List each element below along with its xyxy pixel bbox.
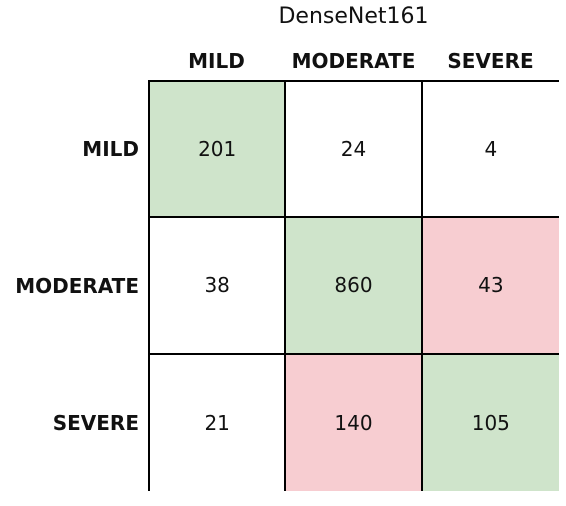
matrix-cell-severe-moderate: 140	[286, 354, 423, 491]
matrix-cell-severe-severe: 105	[422, 354, 559, 491]
chart-title: DenseNet161	[278, 4, 429, 29]
matrix-cell-mild-moderate: 24	[286, 82, 423, 219]
row-label-moderate: MODERATE	[15, 273, 139, 298]
column-label-moderate: MODERATE	[291, 49, 416, 73]
matrix-cell-moderate-severe: 43	[422, 218, 559, 355]
matrix-cell-moderate-moderate: 860	[286, 218, 423, 355]
column-label-mild: MILD	[188, 49, 245, 73]
matrix-cell-moderate-mild: 38	[150, 218, 287, 355]
matrix-cell-mild-severe: 4	[422, 82, 559, 219]
matrix-cell-mild-mild: 201	[150, 82, 287, 219]
matrix-grid: 201 24 4 38 860 43 21 140 105	[148, 80, 559, 491]
column-label-severe: SEVERE	[447, 49, 534, 73]
row-label-severe: SEVERE	[52, 410, 139, 435]
row-label-mild: MILD	[82, 136, 139, 161]
matrix-cell-severe-mild: 21	[150, 354, 287, 491]
